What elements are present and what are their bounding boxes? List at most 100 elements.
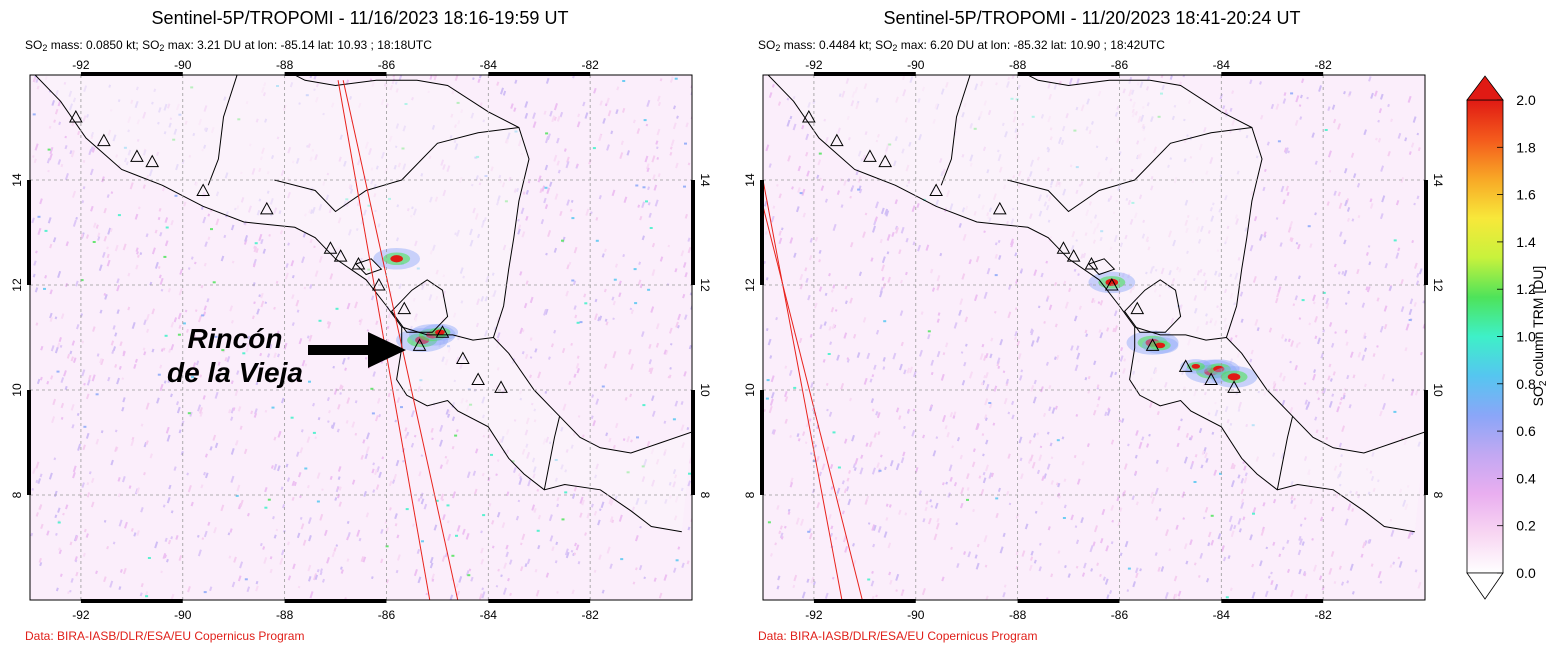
lon-tick-bottom: -88 — [1009, 608, 1027, 622]
lon-tick-top: -86 — [1111, 58, 1129, 72]
lat-tick-left: 10 — [10, 383, 24, 397]
lat-tick-right: 8 — [698, 492, 712, 499]
frame-bar — [1221, 72, 1324, 76]
volcano-triangle — [878, 154, 893, 168]
volcano-annotation: Rincón de la Vieja — [150, 322, 320, 390]
colorbar: 2.0 1.8 1.6 1.4 1.2 1.0 0.8 0.6 0.4 0.2 0.0 SO2 col… — [1466, 75, 1549, 600]
colorbar-tick-label: 1.6 — [1516, 187, 1536, 203]
volcano-triangle — [130, 149, 144, 162]
lat-tick-right: 14 — [698, 173, 712, 187]
colorbar-label: SO2 column TRM [DU] — [1530, 266, 1549, 407]
plume-core — [1227, 373, 1241, 381]
colorbar-tick-label: 0.6 — [1516, 423, 1536, 439]
frame-bar — [1424, 390, 1428, 495]
volcano-triangle — [863, 149, 877, 162]
lat-tick-right: 12 — [698, 278, 712, 292]
lon-tick-bottom: -90 — [174, 608, 192, 622]
volcano-triangle — [1056, 241, 1071, 254]
frame-bar — [1017, 599, 1120, 603]
map-left: -92 -92 -90 -90 -88 -88 -86 -86 -84 -84 -82 -82 14 14… — [10, 58, 712, 622]
lon-tick-bottom: -82 — [581, 608, 599, 622]
frame-bar — [1424, 180, 1428, 285]
volcano-triangle — [412, 338, 427, 351]
panel-title: Sentinel-5P/TROPOMI - 11/20/2023 18:41-2… — [883, 8, 1301, 28]
track-line — [763, 179, 843, 600]
frame-bar — [1221, 599, 1324, 603]
lon-tick-bottom: -86 — [378, 608, 396, 622]
lat-tick-right: 10 — [698, 383, 712, 397]
panel-title: Sentinel-5P/TROPOMI - 11/16/2023 18:16-1… — [151, 8, 569, 28]
volcano-triangle — [333, 249, 348, 262]
stats-max-sub: 2 — [892, 43, 898, 53]
colorbar-tick-label: 2.0 — [1516, 92, 1536, 108]
colorbar-tick-label: 0.4 — [1516, 470, 1536, 486]
lon-tick-top: -86 — [378, 58, 396, 72]
lon-tick-bottom: -90 — [907, 608, 925, 622]
lon-tick-top: -88 — [276, 58, 294, 72]
lake-nicaragua — [390, 279, 449, 333]
ground-track — [763, 179, 863, 600]
panel-stats: SO2 mass: 0.4484 kt; SO2 max: 6.20 DU at… — [758, 38, 1165, 53]
coast-line — [1007, 127, 1252, 213]
lon-tick-top: -84 — [480, 58, 498, 72]
lat-tick-left: 14 — [10, 173, 24, 187]
frame-bar — [760, 180, 764, 285]
lat-tick-right: 10 — [1431, 383, 1445, 397]
volcano-triangle — [1084, 256, 1099, 270]
map-right: -92 -92 -90 -90 -88 -88 -86 -86 -84 -84 -82 -82 14 14… — [743, 58, 1445, 622]
panel-stats: SO2 mass: 0.0850 kt; SO2 max: 3.21 DU at… — [25, 38, 432, 53]
lon-tick-bottom: -84 — [480, 608, 498, 622]
volcano-triangle — [471, 372, 485, 385]
graticule — [30, 75, 692, 600]
plume-core — [435, 329, 445, 336]
volcano-triangle — [1130, 301, 1145, 315]
volcano-triangle — [145, 154, 160, 168]
colorbar-tick-label: 1.2 — [1516, 281, 1536, 297]
frame-bar — [760, 390, 764, 495]
lat-tick-left: 12 — [743, 278, 757, 292]
lat-tick-left: 12 — [10, 278, 24, 292]
data-credit: Data: BIRA-IASB/DLR/ESA/EU Copernicus Pr… — [25, 629, 305, 643]
frame-bar — [80, 72, 183, 76]
volcano-triangle — [456, 351, 470, 364]
stats-max-value: max: 3.21 DU at lon: -85.14 lat: 10.93 ;… — [164, 38, 432, 52]
lat-tick-left: 10 — [743, 383, 757, 397]
lon-tick-top: -90 — [174, 58, 192, 72]
stats-mass-sub: 2 — [42, 43, 48, 53]
lon-tick-top: -88 — [1009, 58, 1027, 72]
lat-tick-left: 8 — [743, 491, 757, 498]
colorbar-tick-label: 0.8 — [1516, 376, 1536, 392]
colorbar-tick-label: 1.4 — [1516, 234, 1536, 250]
colorbar-max-arrow — [1466, 75, 1504, 101]
coast-line — [940, 75, 971, 186]
volcano-triangle — [371, 277, 386, 291]
lon-tick-bottom: -82 — [1314, 608, 1332, 622]
colorbar-tick-label: 1.8 — [1516, 139, 1536, 155]
volcano-triangle — [259, 201, 274, 215]
stats-max-label: SO — [875, 38, 893, 52]
land-area — [35, 75, 692, 532]
colorbar-tick-label: 0.0 — [1516, 565, 1536, 581]
volcano-triangle — [494, 380, 508, 393]
lake-managua — [354, 258, 383, 276]
frame-bar — [284, 599, 387, 603]
frame-bar — [691, 180, 695, 285]
plume-core — [390, 255, 403, 263]
volcano-triangle — [397, 301, 412, 315]
volcano-triangle — [323, 241, 338, 254]
volcano-triangle — [196, 183, 210, 196]
lake-managua — [1087, 258, 1116, 276]
track-line — [342, 80, 459, 600]
volcano-triangle — [929, 183, 943, 196]
volcano-triangle — [68, 109, 83, 123]
frame-bar — [27, 390, 31, 495]
lat-tick-left: 8 — [10, 491, 24, 498]
volcano-triangle — [1227, 380, 1241, 393]
lake-nicaragua — [1123, 279, 1182, 333]
lat-tick-left: 14 — [743, 173, 757, 187]
lon-tick-top: -92 — [805, 58, 823, 72]
volcano-triangle — [829, 133, 844, 147]
stats-mass-label: SO — [758, 38, 776, 52]
volcano-triangle — [1204, 372, 1218, 385]
colorbar-min-arrow — [1466, 572, 1504, 600]
